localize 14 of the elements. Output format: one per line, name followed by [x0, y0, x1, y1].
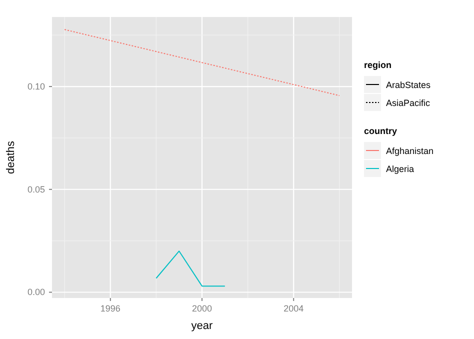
legend-title: country: [364, 126, 398, 136]
y-axis-title: deaths: [5, 140, 17, 174]
y-tick-label: 0.05: [27, 184, 45, 194]
y-tick-label: 0.00: [27, 287, 45, 298]
legend-label: Algeria: [386, 164, 414, 174]
x-tick-label: 1996: [100, 303, 120, 314]
text: AsiaPacific: [386, 98, 431, 108]
x-axis-title: year: [191, 320, 214, 332]
x-tick-label: 2004: [284, 303, 304, 314]
text: region: [364, 60, 392, 70]
text: ArabStates: [386, 80, 432, 90]
legend-label: Afghanistan: [386, 146, 434, 156]
y-tick-label: 0.10: [27, 81, 45, 92]
x-tick-label: 2000: [192, 303, 212, 314]
